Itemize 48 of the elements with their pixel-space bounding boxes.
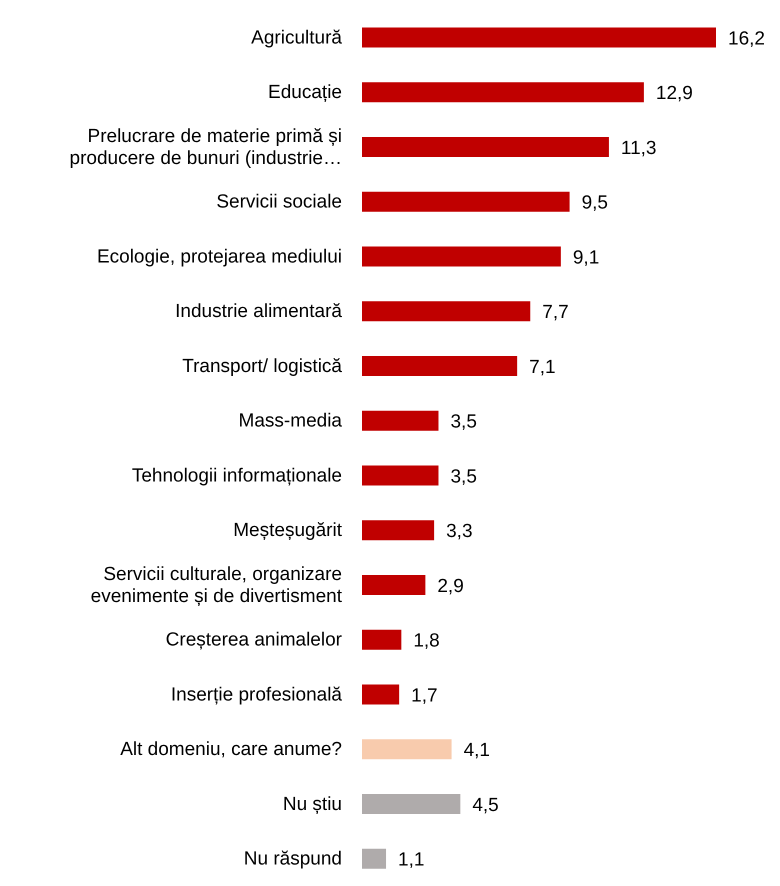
- data-label: 3,5: [450, 466, 477, 488]
- data-label: 4,5: [472, 794, 499, 816]
- data-label: 1,1: [398, 850, 424, 871]
- y-tick-label: Transport/ logistică: [182, 355, 342, 376]
- y-tick-label: Nu știu: [282, 793, 342, 814]
- data-label: 9,1: [572, 247, 600, 268]
- bar: [362, 630, 402, 650]
- bar: [362, 848, 386, 869]
- data-label: 7,1: [529, 356, 556, 378]
- bar: [362, 356, 518, 376]
- data-label: 16,2: [728, 28, 765, 50]
- y-tick-label: Inserție profesională: [170, 684, 342, 705]
- bar: [362, 794, 460, 814]
- data-label: 4,1: [464, 740, 490, 762]
- bar: [362, 684, 400, 705]
- y-tick-label: Meșteșugărit: [233, 520, 343, 541]
- bar: [362, 28, 716, 48]
- y-tick-label: Prelucrare de materie primă și producere de bunuri (industrie…: [70, 125, 342, 168]
- y-tick-label: Servicii culturale, organizare evenimente și de divertisment: [90, 563, 343, 606]
- data-label: 12,9: [656, 83, 693, 104]
- y-tick-label: Creșterea animalelor: [166, 629, 343, 650]
- y-tick-label: Tehnologii informaționale: [132, 464, 342, 486]
- y-tick-label: Alt domeniu, care anume?: [120, 738, 342, 760]
- data-label: 2,9: [437, 576, 464, 597]
- bar: [362, 301, 530, 322]
- bar: [362, 520, 434, 540]
- data-label: 11,3: [620, 138, 657, 159]
- data-label: 9,5: [582, 192, 608, 214]
- data-label: 3,3: [446, 521, 473, 542]
- y-tick-label: Nu răspund: [244, 848, 342, 870]
- y-tick-label: Mass-media: [238, 410, 342, 432]
- bar: [362, 466, 438, 486]
- data-label: 1,8: [413, 630, 440, 652]
- y-tick-label: Servicii sociale: [216, 191, 342, 212]
- bar: [362, 137, 609, 158]
- data-label: 1,7: [411, 685, 438, 706]
- bar: [362, 192, 570, 212]
- y-tick-label: Agricultură: [251, 26, 342, 48]
- y-tick-label: Industrie alimentară: [175, 300, 342, 322]
- y-tick-label: Ecologie, protejarea mediului: [96, 246, 342, 267]
- data-label: 7,7: [542, 302, 569, 324]
- bar: [362, 410, 438, 431]
- bar: [362, 575, 426, 596]
- y-tick-label: Educație: [268, 82, 342, 103]
- bar: [362, 246, 561, 267]
- bar: [362, 739, 452, 760]
- data-label: 3,5: [450, 412, 477, 433]
- bar: [362, 82, 644, 102]
